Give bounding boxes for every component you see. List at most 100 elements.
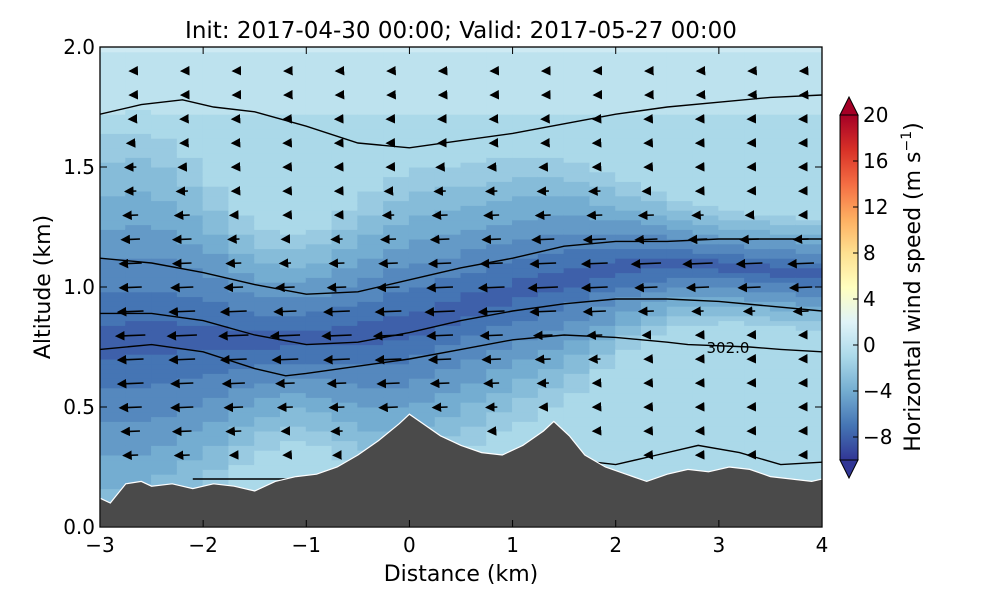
wind-vector <box>794 311 808 312</box>
wind-vector <box>175 215 189 216</box>
wind-vector <box>794 239 808 240</box>
wind-vector <box>223 383 245 384</box>
colorbar-label-exponent: −1 <box>899 131 915 152</box>
wind-vector <box>227 431 241 432</box>
x-tick-label: 0 <box>403 533 416 557</box>
wind-vector <box>330 263 344 264</box>
wind-vector <box>227 263 241 264</box>
wind-vector <box>485 215 499 216</box>
wind-vector <box>535 335 553 336</box>
wind-vector <box>118 311 143 312</box>
wind-vector <box>430 359 452 360</box>
y-tick-label: 1.5 <box>63 155 95 179</box>
wind-vector <box>175 455 189 456</box>
wind-vector <box>225 287 243 288</box>
x-axis-label: Distance (km) <box>384 562 539 587</box>
colorbar-tick-label: 16 <box>863 149 888 173</box>
colorbar-label-close: ) <box>901 122 926 131</box>
wind-vector <box>483 239 501 240</box>
wind-vector <box>433 407 447 408</box>
x-tick-label: 4 <box>816 533 829 557</box>
wind-vector <box>582 263 607 264</box>
wind-vector <box>588 335 602 336</box>
wind-vector <box>485 383 499 384</box>
colorbar-tick-label: 8 <box>863 241 876 265</box>
y-axis-label: Altitude (km) <box>31 215 56 359</box>
wind-vector <box>124 215 138 216</box>
wind-vector <box>689 239 707 240</box>
wind-vector <box>172 287 194 288</box>
wind-vector <box>531 263 556 264</box>
wind-vector <box>483 359 501 360</box>
wind-vector <box>741 239 759 240</box>
wind-vector <box>536 359 550 360</box>
wind-vector <box>277 383 295 384</box>
wind-vector <box>789 263 814 264</box>
wind-vector <box>428 287 453 288</box>
wind-vector <box>588 215 602 216</box>
x-tick-label: −1 <box>292 533 321 557</box>
wind-vector <box>584 239 606 240</box>
wind-vector <box>328 383 346 384</box>
wind-vector <box>481 263 503 264</box>
wind-vector <box>536 215 550 216</box>
wind-vector <box>221 311 246 312</box>
y-tick-label: 0.5 <box>63 395 95 419</box>
wind-vector <box>120 407 142 408</box>
wind-vector <box>172 383 194 384</box>
wind-vector <box>118 359 143 360</box>
wind-vector <box>273 359 298 360</box>
wind-vector <box>791 287 813 288</box>
colorbar-label-text: Horizontal wind speed (m s <box>901 151 926 451</box>
wind-vector <box>639 311 653 312</box>
wind-vector <box>737 263 762 264</box>
wind-vector <box>328 287 346 288</box>
wind-vector <box>636 239 658 240</box>
wind-vector <box>124 455 138 456</box>
x-tick-label: 2 <box>609 533 622 557</box>
wind-vector <box>275 311 297 312</box>
wind-vector <box>376 311 401 312</box>
wind-vector <box>739 287 761 288</box>
wind-vector <box>431 239 449 240</box>
colorbar-extend-max <box>840 97 858 115</box>
wind-vector <box>378 383 400 384</box>
wind-vector <box>325 311 350 312</box>
wind-vector <box>174 263 192 264</box>
wind-vector <box>277 287 295 288</box>
colorbar-extend-min <box>840 460 858 478</box>
wind-vector <box>636 287 658 288</box>
colorbar-tick-label: −8 <box>863 425 892 449</box>
y-tick-label: 2.0 <box>63 35 95 59</box>
y-tick-label: 1.0 <box>63 275 95 299</box>
wind-vector <box>428 335 453 336</box>
wind-vector <box>481 335 503 336</box>
wind-vector <box>120 287 142 288</box>
wind-vector <box>531 311 556 312</box>
wind-vector <box>687 287 709 288</box>
wind-vector <box>584 311 606 312</box>
colorbar-tick-label: 0 <box>863 333 876 357</box>
contour-label: 302.0 <box>707 339 750 357</box>
wind-vector <box>174 239 192 240</box>
colorbar-label: Horizontal wind speed (m s−1) <box>899 122 926 452</box>
wind-vector <box>430 263 452 264</box>
wind-vector <box>533 239 555 240</box>
wind-vector <box>376 359 401 360</box>
wind-vector <box>431 383 449 384</box>
wind-vector <box>479 311 504 312</box>
colorbar-tick-label: 4 <box>863 287 876 311</box>
wind-vector <box>122 239 140 240</box>
wind-vector <box>433 215 447 216</box>
y-tick-label: 0.0 <box>63 515 95 539</box>
colorbar-tick-label: 20 <box>863 103 888 127</box>
wind-vector <box>221 359 246 360</box>
wind-vector <box>382 239 396 240</box>
chart-title: Init: 2017-04-30 00:00; Valid: 2017-05-2… <box>185 18 737 44</box>
wind-vector <box>120 263 142 264</box>
wind-vector <box>330 407 344 408</box>
wind-vector <box>582 287 607 288</box>
